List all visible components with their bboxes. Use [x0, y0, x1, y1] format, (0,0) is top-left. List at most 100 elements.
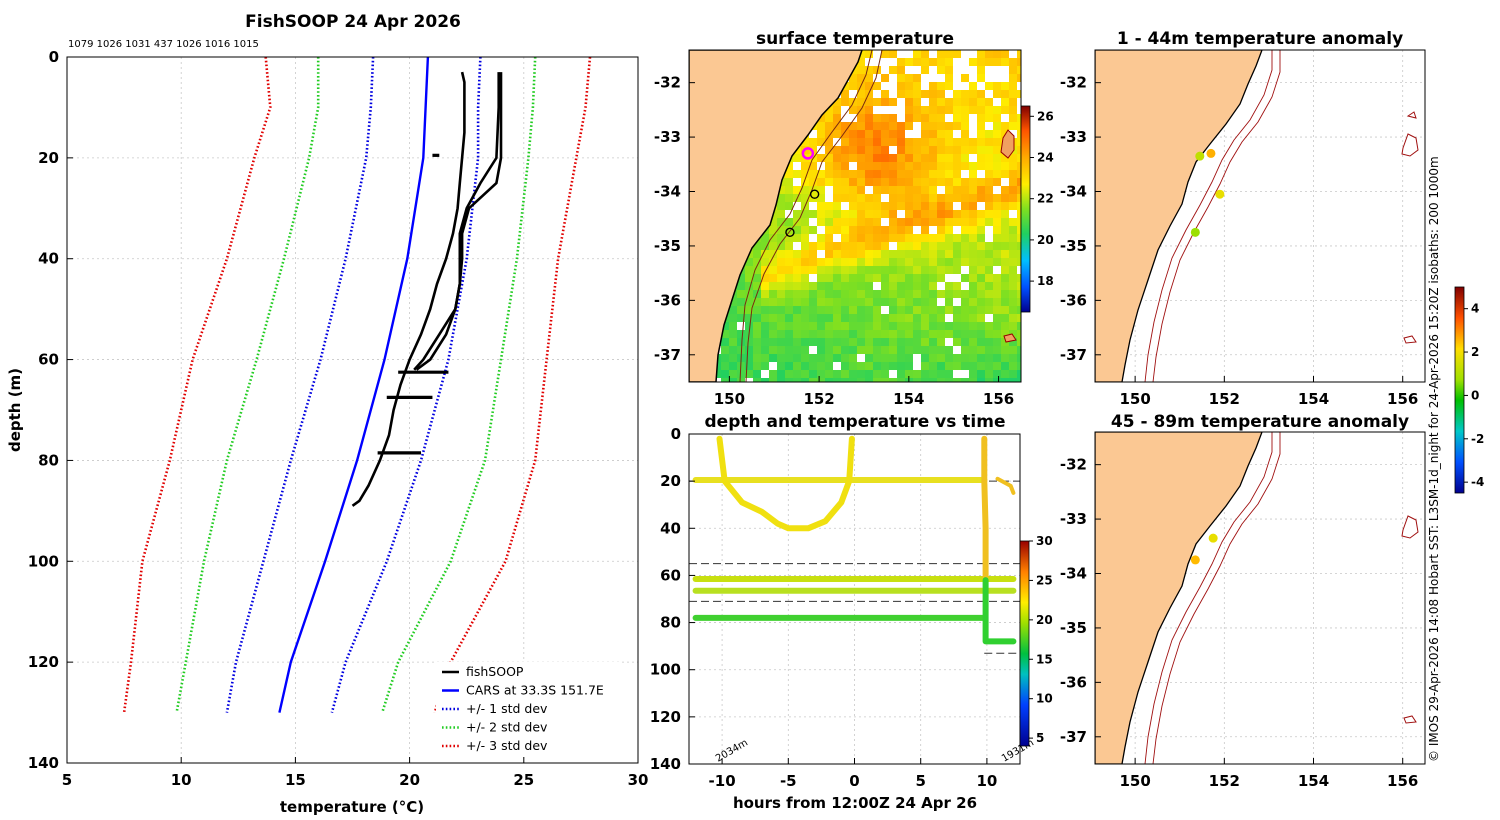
sst-cell: [993, 178, 1001, 186]
sst-cell: [785, 330, 793, 338]
sst-cell: [857, 226, 865, 234]
sst-cell: [921, 170, 929, 178]
sst-cell: [817, 114, 825, 122]
sst-cell: [921, 378, 929, 382]
sst-cell: [881, 370, 889, 378]
sst-cell: [833, 314, 841, 322]
sst-cell: [977, 194, 985, 202]
sst-cell: [1001, 330, 1009, 338]
sst-cell: [825, 362, 833, 370]
sst-cell: [841, 274, 849, 282]
sst-cell: [969, 154, 977, 162]
sst-cell: [1017, 346, 1021, 354]
sst-cell: [937, 234, 945, 242]
sst-cell: [945, 346, 953, 354]
sst-cell: [905, 82, 913, 90]
sst-cell: [1009, 274, 1017, 282]
sst-cell: [825, 162, 833, 170]
sst-cell: [1001, 170, 1009, 178]
sst-cell: [825, 314, 833, 322]
sst-cell: [833, 130, 841, 138]
sst-cell: [817, 258, 825, 266]
sst-cell: [785, 170, 793, 178]
sst-cell: [985, 330, 993, 338]
time-ytick-label: 80: [660, 614, 681, 632]
sst-cell: [817, 266, 825, 274]
sst-cell: [793, 234, 801, 242]
sst-cell: [929, 234, 937, 242]
sst-cell: [905, 138, 913, 146]
sst-cell: [937, 346, 945, 354]
sst-cell: [833, 266, 841, 274]
sst-cell: [953, 362, 961, 370]
sst-cell: [753, 298, 761, 306]
sst-cell: [921, 106, 929, 114]
sst-cell: [849, 298, 857, 306]
sst-cell: [929, 250, 937, 258]
sst-cell: [785, 370, 793, 378]
sst-cell: [761, 346, 769, 354]
sst-cell: [817, 210, 825, 218]
sst-cell: [1017, 274, 1021, 282]
sst-cell: [953, 218, 961, 226]
sst-cell: [905, 258, 913, 266]
sst-cell: [1017, 170, 1021, 178]
profile-ytick-label: 60: [38, 351, 59, 369]
sst-cell: [985, 90, 993, 98]
sst-cell: [825, 186, 833, 194]
sst-cell: [857, 338, 865, 346]
sst-cell: [953, 266, 961, 274]
sst-cell: [745, 266, 753, 274]
sst-cell: [905, 98, 913, 106]
sst-cell: [801, 378, 809, 382]
sst-cell: [969, 186, 977, 194]
sst-cell: [921, 162, 929, 170]
sst-cell: [937, 290, 945, 298]
sst-cell: [809, 266, 817, 274]
sst-cell: [1009, 122, 1017, 130]
sst-cell: [969, 194, 977, 202]
sst-cell: [897, 106, 905, 114]
sst-cell: [785, 378, 793, 382]
sst-cell: [1009, 242, 1017, 250]
sst-cell: [881, 154, 889, 162]
sst-cell: [969, 242, 977, 250]
sst-cell: [745, 258, 753, 266]
sst-cell: [969, 258, 977, 266]
sst-cell: [985, 258, 993, 266]
sst-cell: [873, 218, 881, 226]
sst-cell: [921, 178, 929, 186]
sst-cell: [937, 154, 945, 162]
sst-cell: [769, 226, 777, 234]
time-colorbar-label: 30: [1036, 534, 1053, 548]
sst-cell: [849, 178, 857, 186]
sst-cast-marker: [801, 147, 815, 160]
sst-cell: [841, 114, 849, 122]
sst-cell: [785, 178, 793, 186]
sst-cell: [873, 210, 881, 218]
sst-cell: [945, 378, 953, 382]
sst-cell: [873, 178, 881, 186]
legend-label: +/- 2 std dev: [466, 720, 548, 735]
sst-cell: [985, 322, 993, 330]
map-xtick-label: 154: [1298, 390, 1329, 408]
sst-cell: [809, 274, 817, 282]
sst-cell: [793, 330, 801, 338]
sst-cell: [977, 218, 985, 226]
sst-cell: [897, 210, 905, 218]
sst-cell: [865, 314, 873, 322]
sst-cell: [977, 266, 985, 274]
sst-cell: [817, 146, 825, 154]
map-ytick-label: -37: [1060, 346, 1087, 364]
sst-cell: [801, 354, 809, 362]
sst-cell: [897, 202, 905, 210]
sst-cell: [937, 58, 945, 66]
sst-cell: [993, 154, 1001, 162]
sst-cell: [889, 362, 897, 370]
sst-cell: [833, 106, 841, 114]
sst-cell: [929, 146, 937, 154]
sst-cell: [769, 250, 777, 258]
anom2-isobath-1000: [1152, 432, 1281, 764]
sst-cell: [945, 98, 953, 106]
